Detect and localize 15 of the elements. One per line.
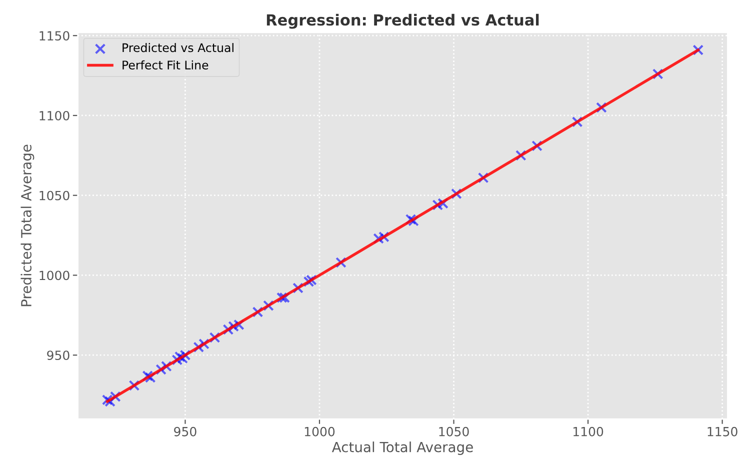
y-tick-label: 1150 xyxy=(40,31,70,41)
x-tick-label: 950 xyxy=(174,426,196,436)
y-axis-title: Predicted Total Average xyxy=(20,144,34,306)
chart-title: Regression: Predicted vs Actual xyxy=(266,14,539,29)
y-tick-label: 1050 xyxy=(40,190,70,200)
x-axis-title: Actual Total Average xyxy=(332,442,473,455)
legend-label: Predicted vs Actual xyxy=(122,43,234,52)
y-tick-label: 1000 xyxy=(40,270,70,280)
y-tick-label: 950 xyxy=(47,350,70,360)
y-tick-label: 1100 xyxy=(40,110,70,120)
x-tick-label: 1050 xyxy=(439,426,469,436)
x-tick-label: 1150 xyxy=(708,426,738,436)
x-tick-label: 1100 xyxy=(573,426,604,436)
x-tick-label: 1000 xyxy=(304,426,335,436)
legend-label: Perfect Fit Line xyxy=(122,60,208,70)
